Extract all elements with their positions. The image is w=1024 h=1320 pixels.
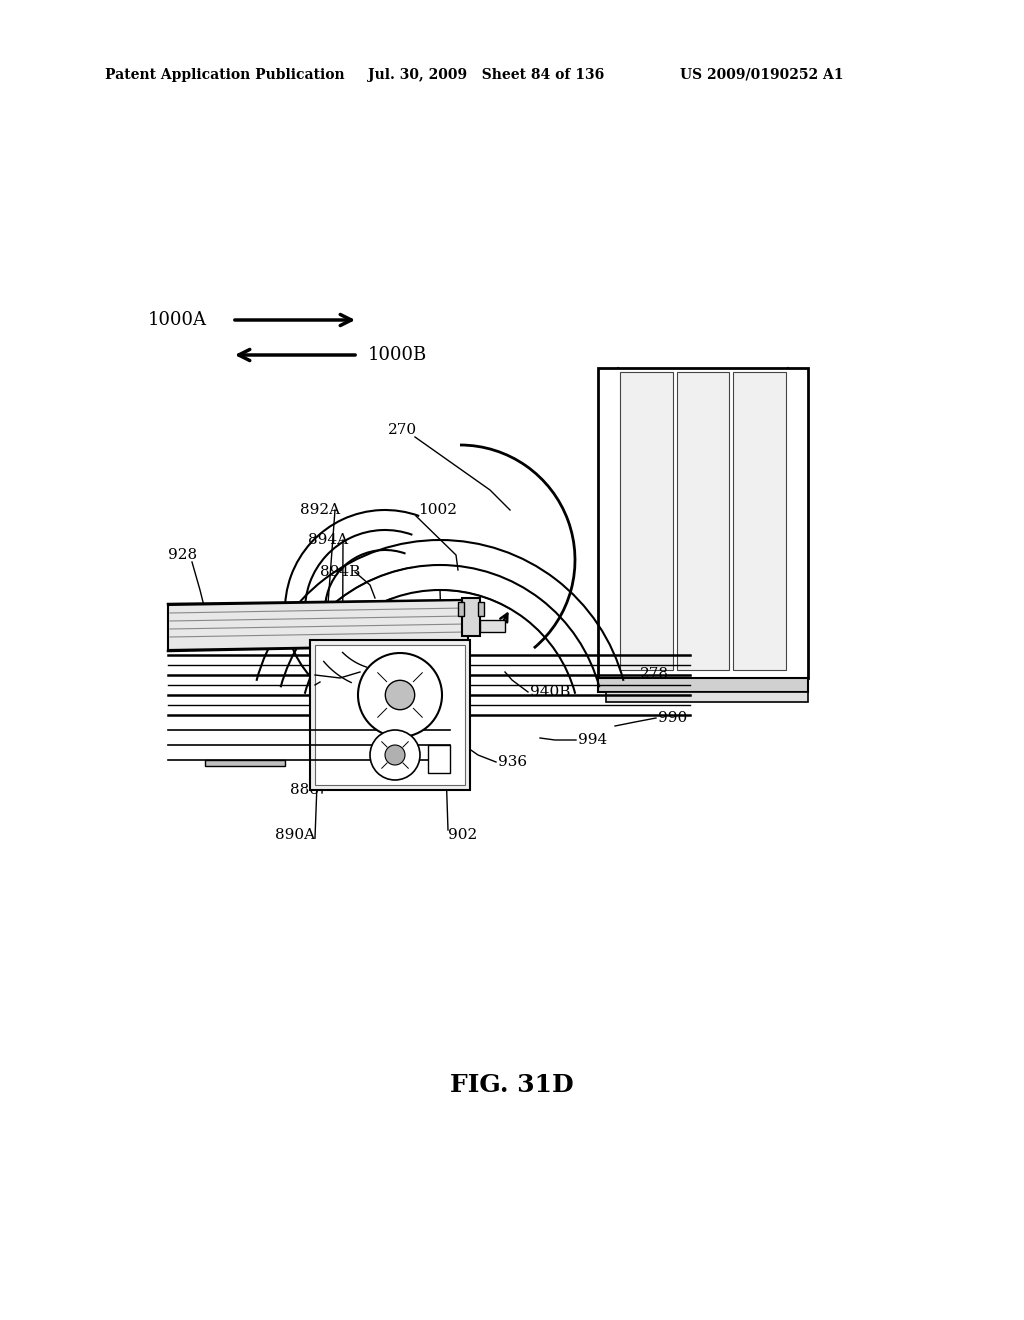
Bar [606,692,808,702]
Bar [478,602,484,616]
Text: 990: 990 [658,711,687,725]
Bar [458,602,464,616]
Bar [598,678,808,692]
Circle shape [358,653,442,737]
Text: 994: 994 [578,733,607,747]
Text: 890A: 890A [275,828,315,842]
Text: US 2009/0190252 A1: US 2009/0190252 A1 [680,69,844,82]
Bar [310,640,470,789]
Text: 270: 270 [388,422,417,437]
Bar [205,760,285,766]
Text: 1000A: 1000A [148,312,207,329]
Text: 894A: 894A [308,533,348,546]
Text: 1000B: 1000B [368,346,427,364]
Text: 892A: 892A [300,503,340,517]
Text: FIG. 31D: FIG. 31D [451,1073,573,1097]
Circle shape [385,744,406,766]
Text: 1002: 1002 [418,503,457,517]
Circle shape [385,680,415,710]
Text: 902: 902 [449,828,477,842]
Bar [598,368,808,678]
Bar [480,620,505,632]
Bar [462,598,480,636]
Text: 894B: 894B [319,565,360,579]
Bar [620,372,673,671]
Bar [677,372,729,671]
Text: 940B: 940B [530,685,570,700]
Bar [733,372,786,671]
Text: 278: 278 [640,667,669,681]
Text: Jul. 30, 2009   Sheet 84 of 136: Jul. 30, 2009 Sheet 84 of 136 [368,69,604,82]
Polygon shape [168,601,468,649]
Text: 928: 928 [168,548,198,562]
Text: Patent Application Publication: Patent Application Publication [105,69,345,82]
Text: 886: 886 [290,783,319,797]
Text: 936: 936 [498,755,527,770]
Bar [315,645,465,785]
Bar [428,744,450,774]
Circle shape [370,730,420,780]
